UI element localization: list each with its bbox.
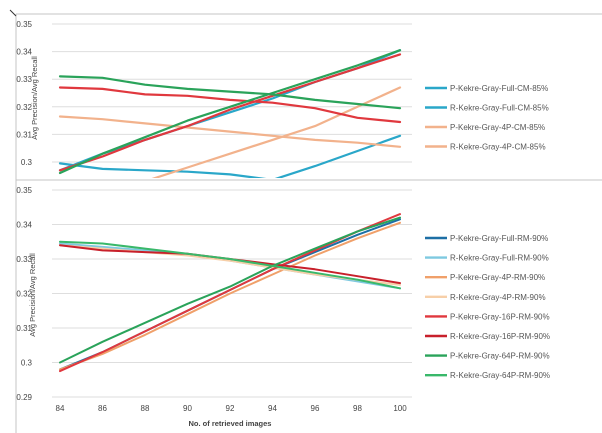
x-tick-label: 86: [98, 404, 107, 413]
y-tick-label: 0.32: [16, 290, 32, 299]
series-lines: [59, 213, 401, 373]
y-tick-label: 0.34: [16, 221, 32, 230]
resize-handle-icon: [9, 9, 17, 17]
x-tick-label: 100: [393, 404, 407, 413]
legend-label: R-Kekre-Gray-Full-CM-85%: [450, 104, 549, 113]
x-axis-label: No. of retrieved images: [189, 419, 272, 428]
y-tick-label: 0.33: [16, 255, 32, 264]
legend-label: R-Kekre-Gray-Full-RM-90%: [450, 254, 549, 263]
series-line: [58, 53, 402, 172]
legend-label: R-Kekre-Gray-4P-RM-90%: [450, 293, 546, 302]
legend-label: R-Kekre-Gray-4P-CM-85%: [450, 143, 546, 152]
series-line: [59, 216, 401, 364]
series-line: [151, 86, 402, 178]
y-tick-label: 0.3: [21, 359, 33, 368]
x-tick-label: 98: [353, 404, 362, 413]
y-tick-label: 0.33: [16, 75, 32, 84]
x-tick-label: 94: [268, 404, 277, 413]
legend-label: P-Kekre-Gray-64P-RM-90%: [450, 352, 550, 361]
series-line: [58, 75, 402, 110]
legend-label: R-Kekre-Gray-16P-RM-90%: [450, 332, 550, 341]
y-tick-label: 0.29: [16, 393, 32, 402]
series-line: [59, 221, 401, 371]
x-tick-label: 92: [226, 404, 235, 413]
x-tick-label: 90: [183, 404, 192, 413]
legend-label: P-Kekre-Gray-4P-CM-85%: [450, 123, 545, 132]
y-axis-label: Avg Precision/Avg Recall: [30, 56, 39, 140]
y-tick-label: 0.34: [16, 48, 32, 57]
x-tick-label: 88: [141, 404, 150, 413]
x-tick-label: 96: [311, 404, 320, 413]
x-tick-label: 84: [56, 404, 65, 413]
chart-bottom: 0.35 0.34 0.33 0.32 0.31 0.3 0.29 Avg Precision…: [16, 186, 550, 428]
y-tick-label: 0.31: [16, 130, 32, 139]
y-tick-label: 0.3: [21, 158, 33, 167]
series-lines: [58, 49, 402, 178]
legend-label: P-Kekre-Gray-16P-RM-90%: [450, 312, 550, 321]
series-line: [58, 134, 402, 178]
series-line: [58, 49, 402, 175]
y-tick-label: 0.35: [16, 20, 32, 29]
series-line: [59, 240, 401, 290]
series-line: [58, 86, 402, 124]
legend-label: P-Kekre-Gray-4P-RM-90%: [450, 273, 545, 282]
y-tick-label: 0.31: [16, 324, 32, 333]
legend-label: R-Kekre-Gray-64P-RM-90%: [450, 371, 550, 380]
series-line: [58, 115, 402, 148]
chart-top: 0.35 0.34 0.33 0.32 0.31 0.3 Avg Precision/Avg…: [16, 20, 549, 178]
y-axis-label: Avg Precision/Avg Recall: [28, 253, 37, 337]
y-tick-label: 0.35: [16, 186, 32, 195]
legend-label: P-Kekre-Gray-Full-RM-90%: [450, 234, 548, 243]
y-tick-label: 0.32: [16, 103, 32, 112]
legend-label: P-Kekre-Gray-Full-CM-85%: [450, 84, 548, 93]
